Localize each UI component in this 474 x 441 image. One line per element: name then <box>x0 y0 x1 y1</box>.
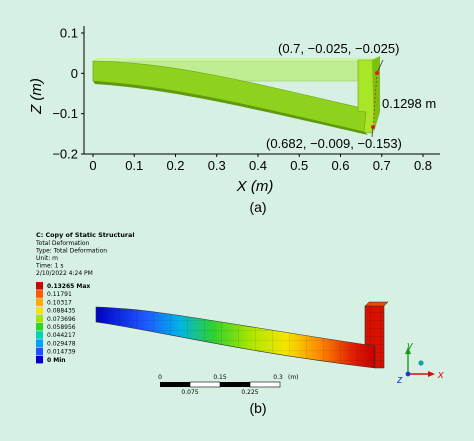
annotation-top-point: (0.7, −0.025, −0.025) <box>278 41 399 56</box>
y-ticks: 0.1 0 −0.1 −0.2 <box>52 26 84 162</box>
legend-swatch <box>36 347 43 356</box>
legend-swatch <box>36 314 43 323</box>
scale-bar: 0 0.15 0.3 (m) 0.075 0.225 <box>158 374 298 396</box>
plot-frame <box>83 26 440 155</box>
top-point-marker <box>375 71 379 75</box>
legend-label: 0 Min <box>47 357 66 364</box>
legend-label: 0.11791 <box>47 291 72 298</box>
triad-z-label: z <box>396 374 403 386</box>
triad-x-label: x <box>437 369 444 381</box>
info-time: Time: 1 s <box>35 263 63 270</box>
fe-beam <box>95 301 389 369</box>
y-tick-label: 0.1 <box>60 26 78 41</box>
info-result: Total Deformation <box>35 240 90 247</box>
x-tick-label: 0.7 <box>373 158 391 173</box>
legend-label: 0.073696 <box>47 316 76 323</box>
x-tick-label: 0.3 <box>208 158 226 173</box>
deformed-beam <box>92 56 380 135</box>
scale-label-0075: 0.075 <box>181 389 198 396</box>
panel-b: C: Copy of Static Structural Total Defor… <box>35 231 444 416</box>
scale-label-015: 0.15 <box>213 374 227 381</box>
x-axis-label: X (m) <box>236 178 274 195</box>
y-tick-label: −0.1 <box>52 106 78 121</box>
annotation-markers <box>371 59 384 138</box>
y-axis-label: Z (m) <box>28 78 45 115</box>
x-tick-label: 0 <box>89 158 96 173</box>
info-title: C: Copy of Static Structural <box>36 231 135 239</box>
y-tick-label: −0.2 <box>52 147 78 162</box>
legend-swatch <box>36 355 43 364</box>
annotation-displacement: 0.1298 m <box>382 96 436 111</box>
legend-swatch <box>36 331 43 339</box>
legend-label: 0.10317 <box>47 299 72 306</box>
legend-label: 0.029478 <box>47 340 76 347</box>
axis-triad: y z x <box>396 340 444 386</box>
legend-swatch <box>36 282 43 290</box>
scale-unit: (m) <box>288 374 299 381</box>
y-tick-label: 0 <box>71 66 78 81</box>
legend-swatch <box>36 298 43 306</box>
info-unit: Unit: m <box>36 255 58 262</box>
info-type: Type: Total Deformation <box>35 248 107 255</box>
legend-label: 0.13265 Max <box>47 283 90 290</box>
caption-a: (a) <box>249 199 266 215</box>
legend-label: 0.058956 <box>47 324 76 331</box>
x-tick-label: 0.6 <box>331 158 349 173</box>
legend-label: 0.014739 <box>47 349 76 356</box>
scale-label-0: 0 <box>158 374 162 381</box>
info-date: 2/10/2022 4:24 PM <box>36 270 93 277</box>
legend-label: 0.044217 <box>47 332 76 339</box>
legend-swatch <box>36 306 43 315</box>
legend-label: 0.088435 <box>47 308 76 315</box>
caption-b: (b) <box>249 400 266 416</box>
scale-label-0225: 0.225 <box>241 389 258 396</box>
panel-a: 0 0.1 0.2 0.3 0.4 0.5 0.6 0.7 0.8 0.1 0 −0.1 −0.2 (… <box>28 26 440 215</box>
x-tick-label: 0.1 <box>125 158 143 173</box>
x-tick-label: 0.5 <box>290 158 308 173</box>
legend-swatch <box>36 339 43 347</box>
x-ticks: 0 0.1 0.2 0.3 0.4 0.5 0.6 0.7 0.8 <box>89 154 432 173</box>
legend-swatch <box>36 290 43 298</box>
scale-label-03: 0.3 <box>273 374 283 381</box>
x-tick-label: 0.4 <box>249 158 267 173</box>
x-tick-label: 0.8 <box>414 158 432 173</box>
annotation-bottom-point: (0.682, −0.009, −0.153) <box>266 136 402 151</box>
result-info: C: Copy of Static Structural Total Defor… <box>35 231 135 277</box>
triad-y-label: y <box>406 340 414 352</box>
legend-swatch <box>36 323 43 331</box>
x-tick-label: 0.2 <box>166 158 184 173</box>
